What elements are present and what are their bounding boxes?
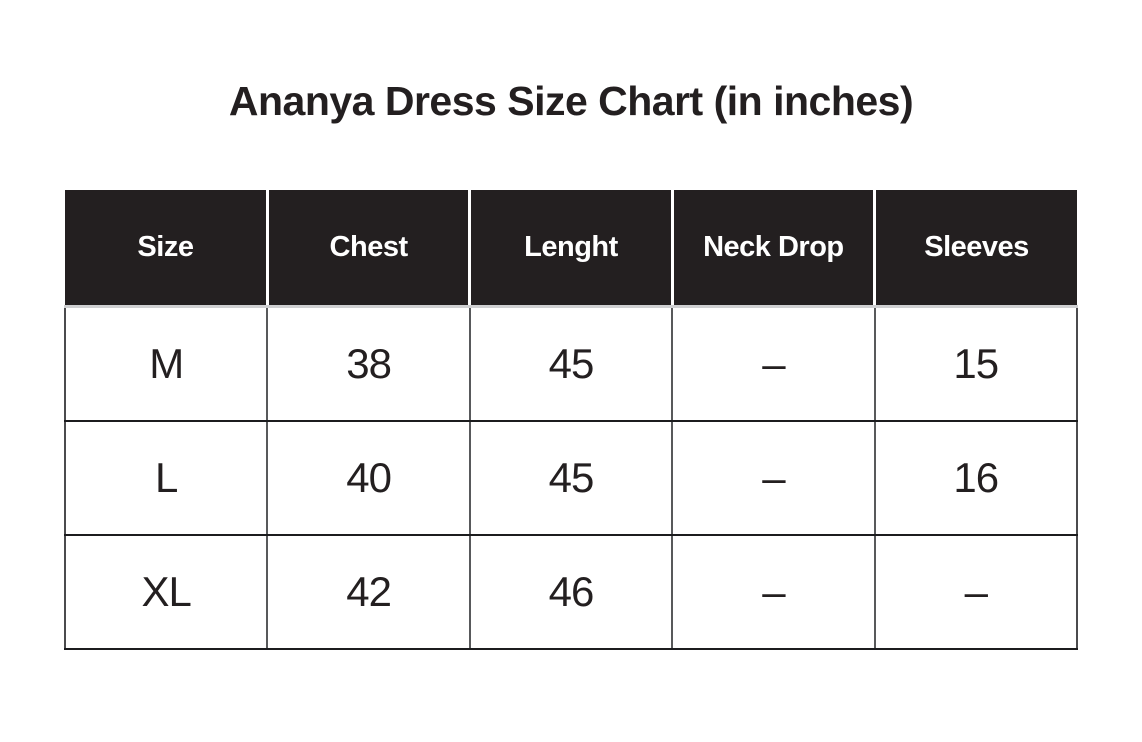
cell-m-neck-drop: –: [671, 306, 876, 422]
header-cell-lenght: Lenght: [468, 190, 674, 308]
cell-l-lenght: 45: [468, 420, 674, 536]
size-chart-header: Size Chest Lenght Neck Drop Sleeves: [65, 190, 1077, 308]
cell-l-neck-drop: –: [671, 420, 876, 536]
cell-m-sleeves: 15: [873, 306, 1079, 422]
cell-m-chest: 38: [266, 306, 471, 422]
cell-xl-size: XL: [63, 534, 269, 650]
header-row: Size Chest Lenght Neck Drop Sleeves: [65, 190, 1077, 308]
size-row-m: M 38 45 – 15: [63, 306, 1079, 422]
header-cell-neck-drop: Neck Drop: [670, 190, 877, 308]
header-cell-size: Size: [65, 190, 269, 308]
cell-m-lenght: 45: [468, 306, 674, 422]
cell-xl-sleeves: –: [873, 534, 1079, 650]
cell-l-sleeves: 16: [873, 420, 1079, 536]
cell-m-size: M: [63, 306, 269, 422]
size-row-xl: XL 42 46 – –: [63, 534, 1079, 650]
header-cell-chest: Chest: [265, 190, 472, 308]
header-cell-sleeves: Sleeves: [873, 190, 1077, 308]
cell-xl-chest: 42: [266, 534, 471, 650]
cell-xl-lenght: 46: [468, 534, 674, 650]
size-row-l: L 40 45 – 16: [63, 420, 1079, 536]
cell-l-chest: 40: [266, 420, 471, 536]
cell-xl-neck-drop: –: [671, 534, 876, 650]
size-chart-table: Size Chest Lenght Neck Drop Sleeves M 38…: [63, 190, 1079, 650]
cell-l-size: L: [63, 420, 269, 536]
page-title: Ananya Dress Size Chart (in inches): [228, 78, 914, 124]
size-chart-body: M 38 45 – 15 L 40 45 – 16 XL 42 46 – –: [63, 306, 1079, 650]
